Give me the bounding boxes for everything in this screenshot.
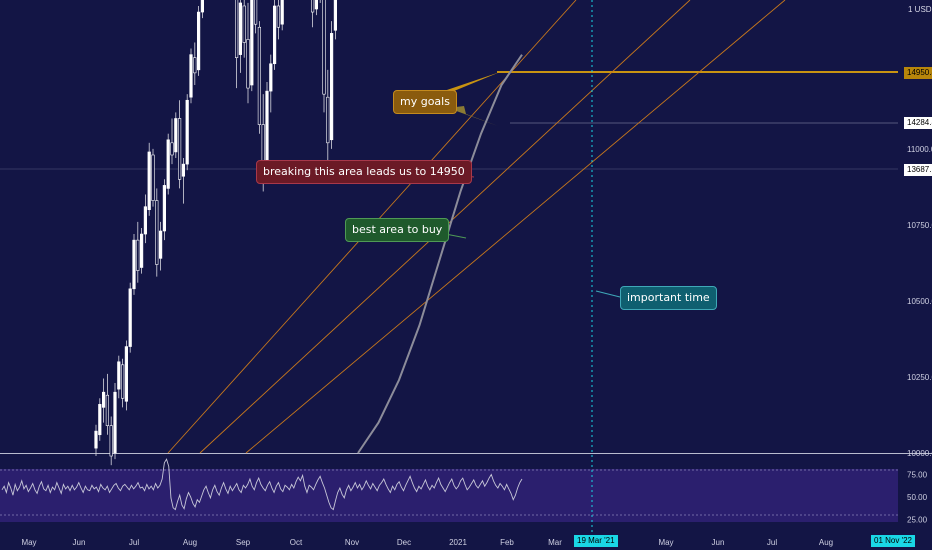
candle [147,142,151,216]
candle [143,194,148,244]
candle [185,94,189,171]
candle [113,383,117,460]
time-tick-label: May [658,538,673,547]
candle [140,227,144,274]
time-tick-label: 2021 [449,538,467,547]
candle [102,378,106,423]
price-tick-label: 10000.0 [907,449,932,458]
time-tick-label: Jul [129,538,139,547]
candle [98,398,102,441]
candle [322,0,326,113]
time-tick-label: Mar [548,538,562,547]
candle [254,0,258,34]
time-tick-label: Dec [397,538,411,547]
candle [272,0,277,70]
candle [235,0,239,89]
candle [151,148,155,207]
cursor-date-label: 01 Nov '22 [871,535,915,547]
candle [155,188,159,277]
time-tick-label: May [21,538,36,547]
price-tag-level: 14284.8 [904,117,932,129]
channel-line-3 [245,0,786,454]
time-tick-label: Aug [183,538,197,547]
candle [124,340,128,411]
rsi-line [1,458,523,511]
time-tick-label: Jun [73,538,86,547]
candle [170,118,174,165]
price-tick-label: 10750.0 [907,221,932,230]
price-tag-last: 13687.1 [904,164,932,176]
candle [242,0,246,58]
candle [314,0,319,16]
time-tick-label: Nov [345,538,359,547]
price-unit-label: 1 USD [908,5,932,14]
candle [117,355,121,399]
candle [329,21,334,149]
rsi-pane [0,469,898,522]
time-tick-label: Aug [819,538,833,547]
candle [136,221,140,283]
rsi-tick-label: 25.00 [907,516,928,525]
annotation-best-area[interactable]: best area to buy [345,218,450,242]
price-tag-goal: 14950.8 [904,67,932,79]
candle [238,0,243,73]
annotation-important-time[interactable]: important time [620,286,717,310]
candle [121,358,125,408]
time-tick-label: Oct [290,538,303,547]
candle [128,282,132,353]
rsi-tick-label: 50.00 [907,493,928,502]
candle [132,234,136,295]
annotation-my-goals[interactable]: my goals [393,90,457,114]
time-pointer [595,290,621,298]
candle [310,0,315,28]
candle [333,0,338,40]
candle [181,158,186,204]
candle [246,2,250,104]
candle [174,112,178,159]
rsi-tick-label: 75.00 [907,471,928,480]
candle [197,5,201,76]
annotation-breakout[interactable]: breaking this area leads us to 14950 [256,160,472,184]
candle [200,0,205,19]
candle [166,133,170,195]
candle [326,69,330,162]
candle [162,179,167,241]
candle [269,54,273,113]
candle [276,0,281,40]
candle [193,42,197,86]
candle [257,21,262,134]
candle [189,48,193,104]
candle [280,0,284,31]
price-tick-label: 10500.0 [907,297,932,306]
price-tick-label: 10250.0 [907,373,932,382]
time-tick-label: Feb [500,538,514,547]
candle [94,424,98,457]
crosshair-date-label: 19 Mar '21 [574,535,618,547]
candle [109,416,113,466]
candle [178,100,182,189]
price-tick-label: 11000.0 [907,145,932,154]
candle [250,0,254,92]
candle [159,221,163,271]
time-tick-label: Sep [236,538,251,547]
moving-average-line [357,54,523,454]
time-tick-label: Jun [712,538,725,547]
goal-arrow-head [448,106,498,126]
time-tick-label: Jul [767,538,777,547]
candle [105,373,109,435]
